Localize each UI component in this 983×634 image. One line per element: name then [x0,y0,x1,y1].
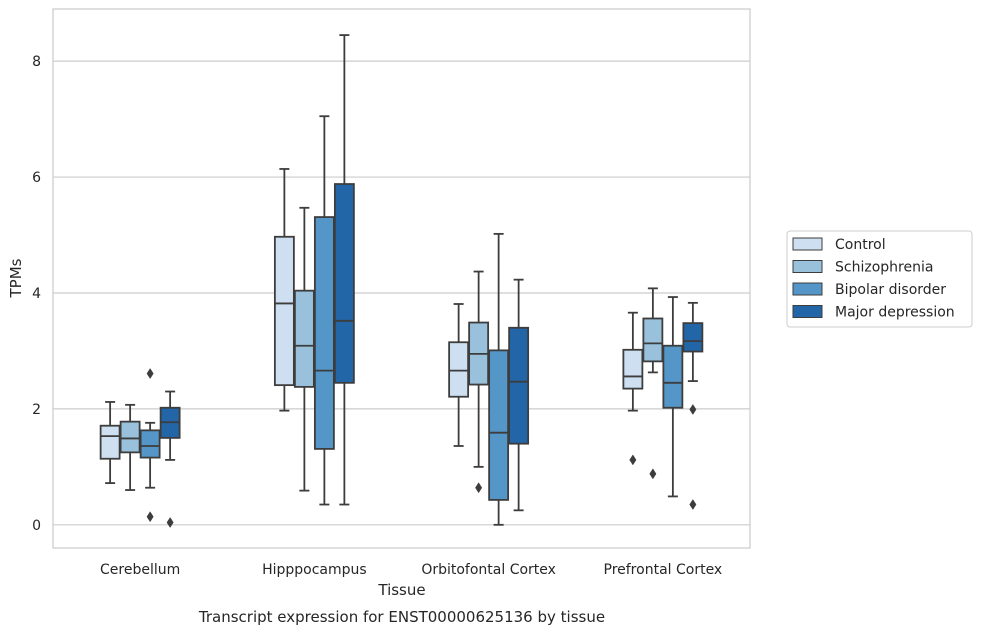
box-iqr [642,317,664,363]
x-axis-label: Tissue [377,581,425,599]
box-major-depression-0 [159,390,181,528]
plot-frame [52,8,751,549]
outlier-marker [146,511,154,523]
outlier-marker [146,368,154,380]
box-iqr [448,341,470,398]
box-major-depression-2 [508,278,530,512]
box-control-2 [448,303,470,447]
x-tick-label: Cerebellum [100,562,180,578]
x-tick-label: Orbitofontal Cortex [421,562,556,578]
box-schizophrenia-2 [468,270,490,494]
box-iqr [313,216,335,450]
box-control-1 [273,168,295,412]
box-iqr [508,326,530,445]
box-iqr [622,348,644,390]
box-iqr [273,235,295,387]
y-tick-label: 2 [32,402,41,418]
legend-swatch [792,260,823,273]
y-tick-label: 0 [32,518,41,534]
outlier-marker [166,517,174,528]
box-major-depression-3 [682,301,704,510]
legend-label: Schizophrenia [835,260,933,276]
outlier-marker [689,404,697,415]
legend: Control Schizophrenia Bipolar disorder Majo… [786,230,973,328]
box-iqr [488,349,510,501]
y-tick-label: 4 [32,286,41,302]
outlier-marker [629,454,637,466]
box-schizophrenia-3 [642,287,664,480]
x-axis-ticks: Cerebellum Hipppocampus Orbitofontal Corte… [100,562,722,578]
box-iqr [662,344,684,409]
y-axis-label: TPMs [7,258,25,298]
legend-swatch [792,237,823,251]
box-iqr [333,183,355,384]
outlier-marker [475,482,483,494]
y-axis-ticks: 0 2 4 6 8 [32,54,41,534]
legend-label: Control [835,237,886,253]
box-schizophrenia-1 [293,206,315,492]
box-bipolar-disorder-0 [139,368,161,523]
box-schizophrenia-0 [119,403,141,491]
outlier-marker [689,499,697,510]
box-major-depression-1 [333,34,355,506]
legend-label: Major depression [835,305,955,321]
box-iqr [139,429,161,459]
box-control-0 [99,401,121,484]
y-tick-label: 6 [32,170,41,186]
outlier-marker [649,468,657,480]
x-tick-label: Hipppocampus [262,562,367,578]
x-tick-label: Prefrontal Cortex [604,562,723,578]
chart-caption: Transcript expression for ENST0000062513… [198,608,605,626]
box-bipolar-disorder-1 [313,115,335,506]
box-bipolar-disorder-3 [662,296,684,498]
box-control-3 [622,311,644,466]
legend-label: Bipolar disorder [835,282,946,298]
box-iqr [293,289,315,388]
box-bipolar-disorder-2 [488,232,510,526]
y-tick-label: 8 [32,54,41,70]
box-iqr [99,424,121,460]
legend-swatch [792,305,823,318]
box-iqr [682,322,704,353]
legend-frame [786,230,973,328]
legend-swatch [792,282,823,296]
box-plots [99,34,704,528]
box-iqr [119,420,141,454]
